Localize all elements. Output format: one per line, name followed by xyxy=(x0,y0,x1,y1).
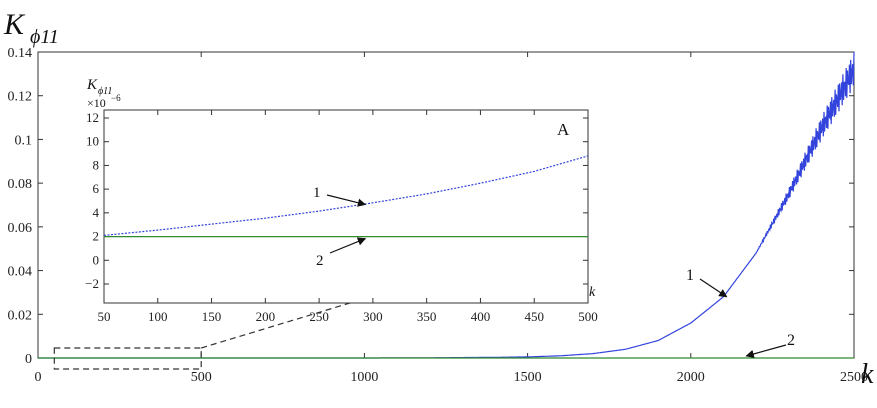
annotation-label: 2 xyxy=(316,253,324,269)
inset-x-tick-label: 400 xyxy=(471,309,491,324)
inset-x-axis-label: k xyxy=(589,285,596,300)
inset-x-tick-label: 200 xyxy=(256,309,276,324)
inset-y-tick-label: 8 xyxy=(93,157,100,172)
annotation-label: 2 xyxy=(787,332,795,349)
zoom-box xyxy=(53,347,202,370)
inset-y-tick-label: 6 xyxy=(93,181,100,196)
inset-scale-exponent: −6 xyxy=(111,93,121,103)
inset-y-tick-label: −2 xyxy=(85,276,99,291)
inset-scale-label: ×10 xyxy=(87,96,106,110)
inset-x-tick-label: 150 xyxy=(202,309,222,324)
inset-x-tick-label: 450 xyxy=(524,309,544,324)
annotation-label: 1 xyxy=(313,185,321,201)
main-x-tick-label: 1000 xyxy=(350,370,378,385)
main-y-tick-label: 0.04 xyxy=(8,265,33,280)
inset-y-axis-subscript: ϕ11 xyxy=(98,86,112,97)
inset-plot-frame xyxy=(103,109,589,304)
main-y-tick-label: 0.02 xyxy=(8,308,33,323)
main-x-tick-label: 0 xyxy=(35,370,42,385)
main-y-tick-label: 0.14 xyxy=(8,46,33,61)
main-x-axis-label: k xyxy=(861,359,874,390)
inset-x-tick-label: 100 xyxy=(148,309,168,324)
zoom-connector-line xyxy=(201,302,351,349)
inset-y-tick-label: 12 xyxy=(86,110,99,125)
annotation-arrow xyxy=(745,344,787,359)
annotation-label: 1 xyxy=(686,267,694,284)
inset-x-tick-label: 300 xyxy=(363,309,383,324)
main-y-tick-label: 0 xyxy=(25,352,32,367)
inset-y-tick-label: 2 xyxy=(93,229,100,244)
inset-x-tick-label: 350 xyxy=(417,309,437,324)
main-x-tick-label: 2500 xyxy=(840,370,868,385)
main-y-axis-subscript: ϕ11 xyxy=(30,26,59,48)
main-x-tick-label: 2000 xyxy=(677,370,705,385)
inset-x-tick-label: 500 xyxy=(578,309,598,324)
main-x-tick-label: 500 xyxy=(191,370,212,385)
inset-y-axis-label: K xyxy=(86,77,98,93)
inset-y-tick-label: 0 xyxy=(93,252,100,267)
annotation-arrow xyxy=(699,278,728,298)
annotation-arrow xyxy=(329,237,367,254)
main-y-tick-label: 0.08 xyxy=(8,177,33,192)
main-y-axis-label: K xyxy=(3,8,26,41)
inset-y-tick-label: 4 xyxy=(93,205,100,220)
inset-series-1-line xyxy=(103,155,589,236)
inset-x-tick-label: 250 xyxy=(309,309,329,324)
main-x-tick-label: 1500 xyxy=(514,370,542,385)
inset-x-tick-label: 50 xyxy=(98,309,111,324)
inset-y-tick-label: 10 xyxy=(86,134,99,149)
main-y-tick-label: 0.1 xyxy=(15,133,33,148)
inset-panel-label: A xyxy=(557,120,570,139)
main-y-tick-label: 0.06 xyxy=(8,221,33,236)
main-y-tick-label: 0.12 xyxy=(8,90,33,105)
annotation-arrow xyxy=(326,194,367,207)
